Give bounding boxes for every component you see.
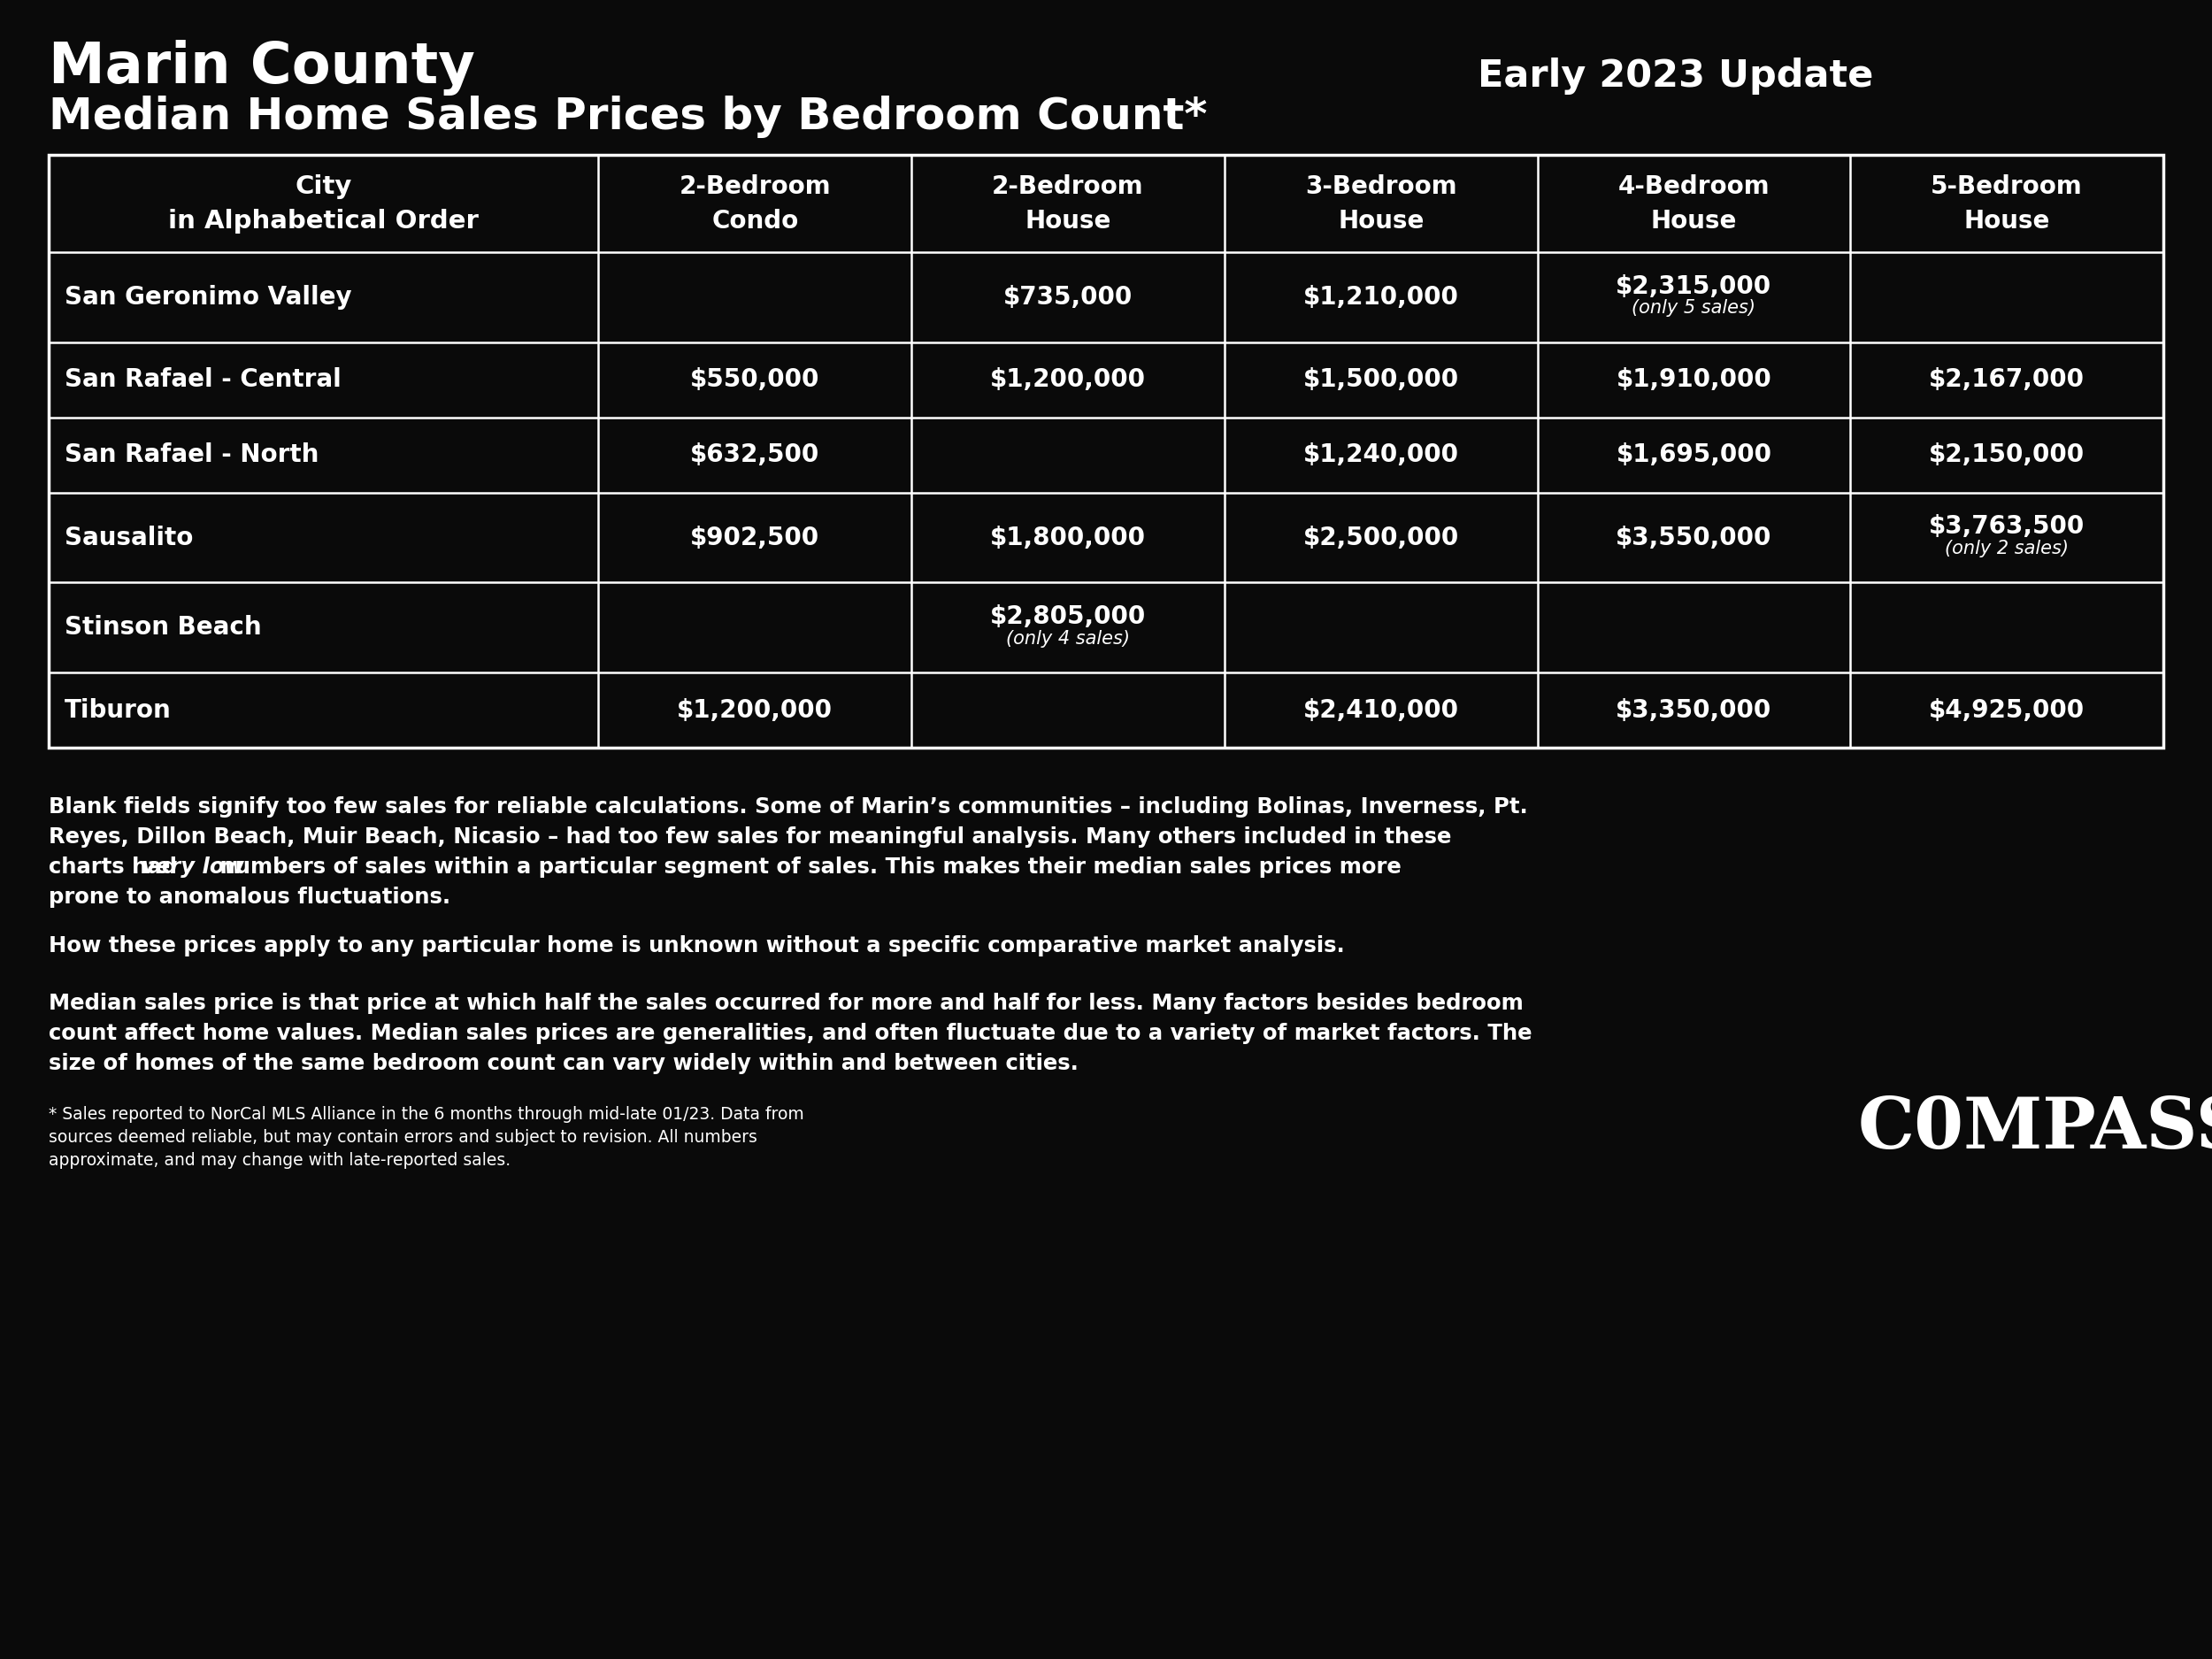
Text: $735,000: $735,000: [1004, 285, 1133, 310]
Text: $3,763,500: $3,763,500: [1929, 514, 2086, 539]
Text: $2,500,000: $2,500,000: [1303, 526, 1460, 549]
Text: City
in Alphabetical Order: City in Alphabetical Order: [168, 174, 478, 234]
Text: $550,000: $550,000: [690, 368, 821, 392]
Text: $1,210,000: $1,210,000: [1303, 285, 1458, 310]
Bar: [49, 154, 2163, 748]
Text: Marin County: Marin County: [49, 40, 476, 96]
Text: charts had: charts had: [49, 856, 184, 878]
Text: $4,925,000: $4,925,000: [1929, 698, 2084, 723]
Text: San Rafael - North: San Rafael - North: [64, 443, 319, 468]
Text: $2,410,000: $2,410,000: [1303, 698, 1458, 723]
Text: $1,500,000: $1,500,000: [1303, 368, 1460, 392]
Text: $3,550,000: $3,550,000: [1615, 526, 1772, 549]
Text: prone to anomalous fluctuations.: prone to anomalous fluctuations.: [49, 886, 451, 907]
Text: $1,200,000: $1,200,000: [677, 698, 834, 723]
Text: * Sales reported to NorCal MLS Alliance in the 6 months through mid-late 01/23. : * Sales reported to NorCal MLS Alliance …: [49, 1107, 805, 1123]
Text: Median Home Sales Prices by Bedroom Count*: Median Home Sales Prices by Bedroom Coun…: [49, 96, 1208, 138]
Text: $1,910,000: $1,910,000: [1617, 368, 1772, 392]
Text: $1,240,000: $1,240,000: [1303, 443, 1458, 468]
Text: San Geronimo Valley: San Geronimo Valley: [64, 285, 352, 310]
Text: very low: very low: [142, 856, 243, 878]
Text: $902,500: $902,500: [690, 526, 821, 549]
Text: size of homes of the same bedroom count can vary widely within and between citie: size of homes of the same bedroom count …: [49, 1053, 1079, 1073]
Text: numbers of sales within a particular segment of sales. This makes their median s: numbers of sales within a particular seg…: [212, 856, 1402, 878]
Text: $2,315,000: $2,315,000: [1617, 274, 1772, 299]
Text: 4-Bedroom
House: 4-Bedroom House: [1617, 174, 1770, 234]
Text: $632,500: $632,500: [690, 443, 821, 468]
Text: Blank fields signify too few sales for reliable calculations. Some of Marin’s co: Blank fields signify too few sales for r…: [49, 796, 1528, 818]
Text: approximate, and may change with late-reported sales.: approximate, and may change with late-re…: [49, 1151, 511, 1170]
Text: $1,200,000: $1,200,000: [991, 368, 1146, 392]
Text: Reyes, Dillon Beach, Muir Beach, Nicasio – had too few sales for meaningful anal: Reyes, Dillon Beach, Muir Beach, Nicasio…: [49, 826, 1451, 848]
Text: $3,350,000: $3,350,000: [1617, 698, 1772, 723]
Text: Sausalito: Sausalito: [64, 526, 192, 549]
Text: (only 5 sales): (only 5 sales): [1632, 299, 1756, 317]
Text: How these prices apply to any particular home is unknown without a specific comp: How these prices apply to any particular…: [49, 936, 1345, 957]
Text: $2,150,000: $2,150,000: [1929, 443, 2084, 468]
Text: Median sales price is that price at which half the sales occurred for more and h: Median sales price is that price at whic…: [49, 992, 1524, 1014]
Text: Tiburon: Tiburon: [64, 698, 173, 723]
Text: count affect home values. Median sales prices are generalities, and often fluctu: count affect home values. Median sales p…: [49, 1024, 1533, 1044]
Text: 3-Bedroom
House: 3-Bedroom House: [1305, 174, 1458, 234]
Text: 5-Bedroom
House: 5-Bedroom House: [1931, 174, 2084, 234]
Text: 2-Bedroom
Condo: 2-Bedroom Condo: [679, 174, 832, 234]
Text: Stinson Beach: Stinson Beach: [64, 615, 261, 640]
Text: C0MPASS: C0MPASS: [1858, 1095, 2212, 1163]
Text: (only 2 sales): (only 2 sales): [1944, 539, 2068, 557]
Text: $2,805,000: $2,805,000: [991, 604, 1146, 629]
Text: San Rafael - Central: San Rafael - Central: [64, 368, 341, 392]
Text: (only 4 sales): (only 4 sales): [1006, 629, 1130, 647]
Text: $1,800,000: $1,800,000: [991, 526, 1146, 549]
Text: $2,167,000: $2,167,000: [1929, 368, 2084, 392]
Text: Early 2023 Update: Early 2023 Update: [1478, 58, 1874, 95]
Text: sources deemed reliable, but may contain errors and subject to revision. All num: sources deemed reliable, but may contain…: [49, 1130, 757, 1146]
Text: $1,695,000: $1,695,000: [1617, 443, 1772, 468]
Text: 2-Bedroom
House: 2-Bedroom House: [991, 174, 1144, 234]
